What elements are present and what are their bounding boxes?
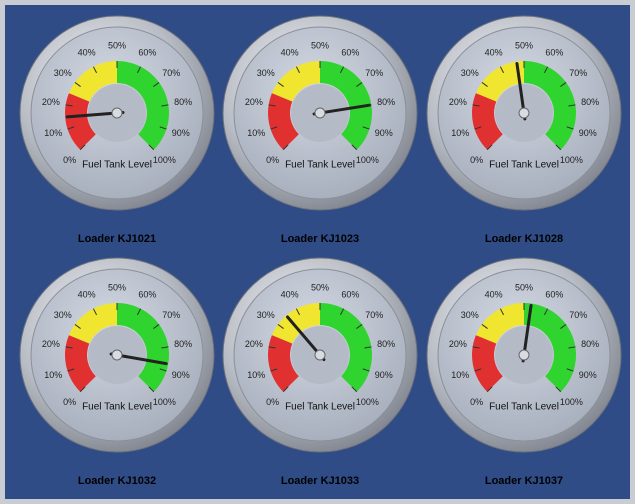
tick-label: 0% — [266, 397, 279, 407]
tick-label: 60% — [138, 290, 156, 300]
tick-label: 70% — [365, 310, 383, 320]
gauge-title: Loader KJ1032 — [78, 475, 156, 487]
gauge-title: Loader KJ1037 — [485, 475, 563, 487]
tick-label: 20% — [42, 97, 60, 107]
gauge-label: Fuel Tank Level — [489, 160, 559, 171]
tick-label: 0% — [470, 155, 483, 165]
tick-label: 0% — [63, 397, 76, 407]
gauge-title: Loader KJ1021 — [78, 233, 156, 245]
tick-label: 80% — [581, 97, 599, 107]
tick-label: 80% — [581, 339, 599, 349]
tick-label: 100% — [153, 397, 176, 407]
tick-label: 90% — [172, 128, 190, 138]
needle-hub — [112, 350, 122, 360]
gauge-title: Loader KJ1033 — [281, 475, 359, 487]
tick-label: 10% — [451, 370, 469, 380]
gauge-label: Fuel Tank Level — [285, 402, 355, 413]
tick-label: 30% — [54, 310, 72, 320]
tick-label: 40% — [78, 48, 96, 58]
tick-label: 70% — [365, 68, 383, 78]
tick-label: 80% — [377, 97, 395, 107]
tick-label: 100% — [560, 155, 583, 165]
tick-label: 100% — [153, 155, 176, 165]
tick-label: 40% — [78, 290, 96, 300]
tick-label: 80% — [174, 97, 192, 107]
tick-label: 30% — [461, 68, 479, 78]
tick-label: 20% — [42, 339, 60, 349]
tick-label: 60% — [341, 290, 359, 300]
tick-label: 0% — [266, 155, 279, 165]
gauge-label: Fuel Tank Level — [82, 402, 152, 413]
tick-label: 70% — [569, 310, 587, 320]
tick-label: 30% — [257, 310, 275, 320]
tick-label: 60% — [545, 290, 563, 300]
needle-hub — [315, 350, 325, 360]
tick-label: 30% — [54, 68, 72, 78]
tick-label: 100% — [356, 155, 379, 165]
tick-label: 10% — [451, 128, 469, 138]
tick-label: 20% — [245, 97, 263, 107]
tick-label: 20% — [245, 339, 263, 349]
tick-label: 50% — [311, 282, 329, 292]
needle-hub — [112, 108, 122, 118]
tick-label: 40% — [281, 290, 299, 300]
tick-label: 90% — [579, 370, 597, 380]
gauge-title: Loader KJ1023 — [281, 233, 359, 245]
tick-label: 90% — [375, 370, 393, 380]
tick-label: 0% — [63, 155, 76, 165]
tick-label: 10% — [247, 128, 265, 138]
tick-label: 100% — [356, 397, 379, 407]
tick-label: 30% — [461, 310, 479, 320]
gauge-label: Fuel Tank Level — [82, 160, 152, 171]
needle-hub — [315, 108, 325, 118]
gauge-label: Fuel Tank Level — [489, 402, 559, 413]
tick-label: 50% — [515, 40, 533, 50]
tick-label: 90% — [579, 128, 597, 138]
tick-label: 70% — [162, 68, 180, 78]
tick-label: 40% — [281, 48, 299, 58]
gauge-title: Loader KJ1028 — [485, 233, 563, 245]
tick-label: 30% — [257, 68, 275, 78]
tick-label: 100% — [560, 397, 583, 407]
needle-hub — [519, 108, 529, 118]
tick-label: 50% — [515, 282, 533, 292]
tick-label: 20% — [449, 97, 467, 107]
gauge-label: Fuel Tank Level — [285, 160, 355, 171]
tick-label: 80% — [377, 339, 395, 349]
tick-label: 10% — [44, 370, 62, 380]
tick-label: 80% — [174, 339, 192, 349]
tick-label: 0% — [470, 397, 483, 407]
tick-label: 60% — [545, 48, 563, 58]
tick-label: 50% — [108, 282, 126, 292]
tick-label: 10% — [44, 128, 62, 138]
tick-label: 70% — [162, 310, 180, 320]
tick-label: 10% — [247, 370, 265, 380]
tick-label: 40% — [485, 290, 503, 300]
tick-label: 50% — [311, 40, 329, 50]
tick-label: 60% — [341, 48, 359, 58]
tick-label: 90% — [172, 370, 190, 380]
tick-label: 40% — [485, 48, 503, 58]
tick-label: 90% — [375, 128, 393, 138]
tick-label: 50% — [108, 40, 126, 50]
tick-label: 60% — [138, 48, 156, 58]
tick-label: 70% — [569, 68, 587, 78]
needle-hub — [519, 350, 529, 360]
tick-label: 20% — [449, 339, 467, 349]
dashboard: 0%10%20%30%40%50%60%70%80%90%100%Fuel Ta… — [0, 0, 635, 504]
